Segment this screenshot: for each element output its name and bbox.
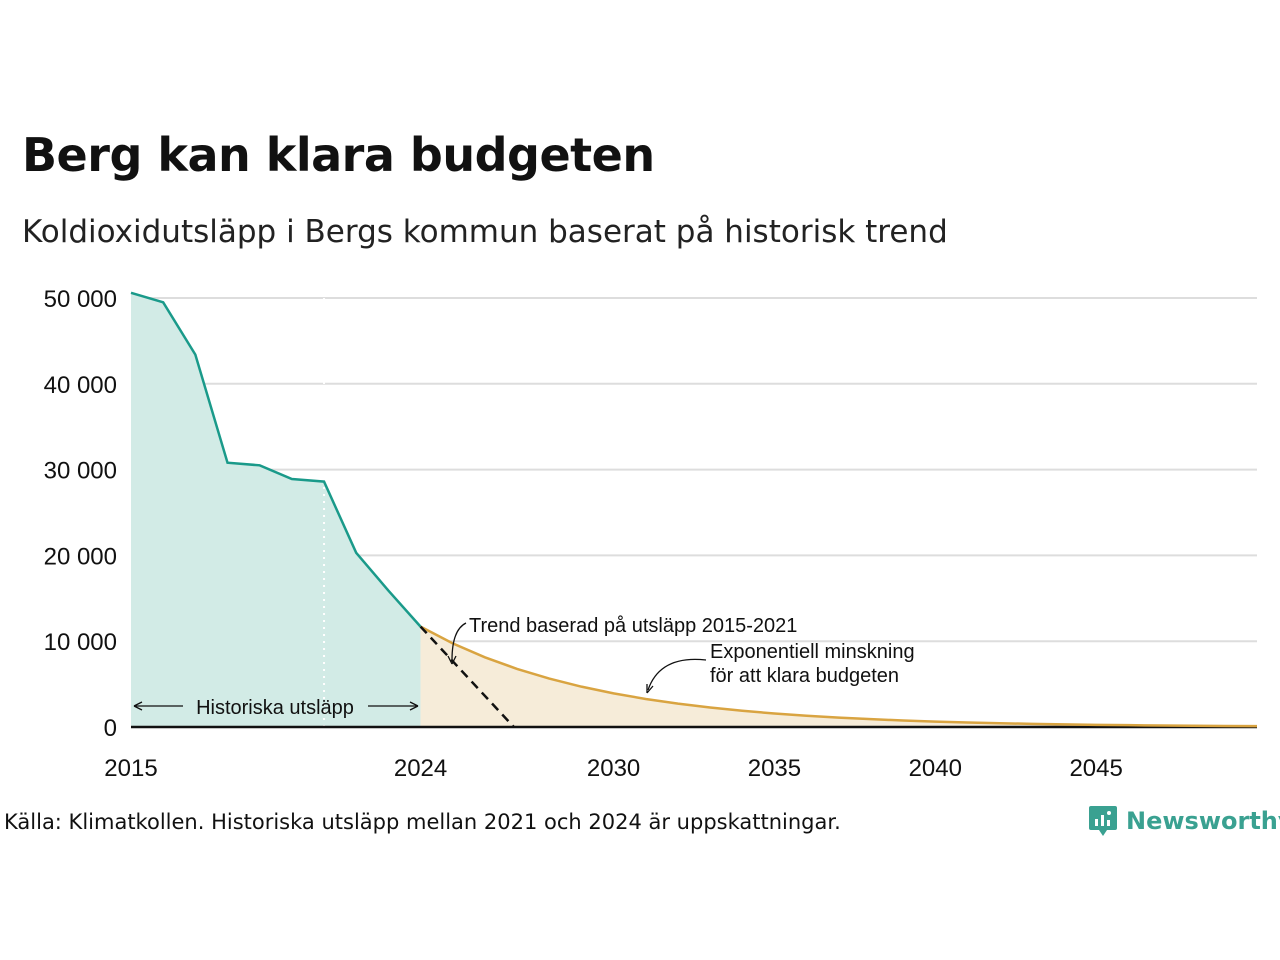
y-tick-label: 50 000 — [44, 286, 117, 313]
budget-annotation: Exponentiell minskning för att klara bud… — [646, 641, 915, 694]
trend-annotation: Trend baserad på utsläpp 2015-2021 — [447, 615, 797, 665]
source-note: Källa: Klimatkollen. Historiska utsläpp … — [4, 810, 841, 834]
budget-label-line1: Exponentiell minskning — [710, 641, 915, 663]
historical-label: Historiska utsläpp — [196, 697, 354, 719]
historical-annotation: Historiska utsläpp — [133, 697, 419, 719]
x-tick-label: 2040 — [909, 755, 962, 782]
x-tick-label: 2024 — [394, 755, 447, 782]
historical-line — [130, 291, 422, 628]
y-tick-label: 20 000 — [44, 543, 117, 570]
y-tick-label: 0 — [104, 715, 117, 742]
trend-line — [419, 625, 515, 728]
y-tick-label: 10 000 — [44, 629, 117, 656]
x-tick-label: 2035 — [748, 755, 801, 782]
newsworthy-logo: Newsworthy — [1088, 804, 1280, 838]
budget-area — [420, 626, 1257, 727]
chart-subtitle: Koldioxidutsläpp i Bergs kommun baserat … — [22, 214, 948, 250]
logo-text: Newsworthy — [1126, 807, 1280, 835]
x-axis-labels: 2015 2024 2030 2035 2040 2045 — [104, 755, 1123, 782]
x-tick-label: 2045 — [1069, 755, 1122, 782]
budget-line — [419, 625, 1258, 728]
newsworthy-logo-icon — [1089, 806, 1117, 836]
historical-area — [131, 292, 421, 727]
chart-title: Berg kan klara budgeten — [22, 128, 655, 182]
budget-label-line2: för att klara budgeten — [710, 665, 899, 687]
x-tick-label: 2015 — [104, 755, 157, 782]
y-tick-label: 30 000 — [44, 458, 117, 485]
y-tick-label: 40 000 — [44, 372, 117, 399]
x-tick-label: 2030 — [587, 755, 640, 782]
trend-label: Trend baserad på utsläpp 2015-2021 — [469, 615, 797, 637]
y-axis-labels: 0 10 000 20 000 30 000 40 000 50 000 — [44, 286, 117, 742]
